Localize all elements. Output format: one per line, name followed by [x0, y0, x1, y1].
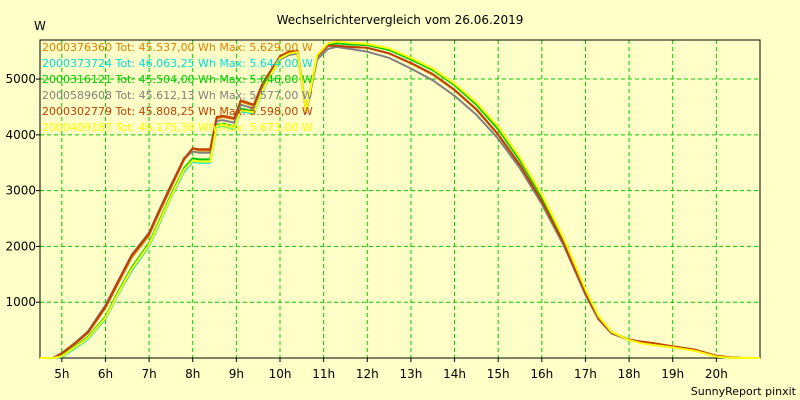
legend: 2000376360 Tot: 45.537,00 Wh Max: 5.629,… [42, 41, 313, 134]
x-tick-label: 8h [185, 367, 200, 381]
axis-layer: 5h 6h 7h 8h 9h 10h 11h 12h 13h 14h 15h 16h 17h 18h 19h… [5, 39, 761, 381]
x-tick-label: 6h [98, 367, 113, 381]
legend-entry: 2000376360 Tot: 45.537,00 Wh Max: 5.629,… [42, 41, 313, 54]
legend-entry: 2000373724 Tot: 46.063,25 Wh Max: 5.644,… [42, 57, 313, 70]
x-tick-label: 10h [269, 367, 292, 381]
y-tick-label: 1000 [5, 295, 36, 309]
legend-entry: 2000409187 Tot: 46.175,38 Wh Max: 5.673,… [42, 121, 313, 134]
x-tick-label: 12h [356, 367, 379, 381]
x-tick-label: 15h [487, 367, 510, 381]
legend-entry: 2000316121 Tot: 45.504,00 Wh Max: 5.646,… [42, 73, 313, 86]
legend-entry: 2000589608 Tot: 45.612,13 Wh Max: 5.577,… [42, 89, 313, 102]
x-tick-label: 13h [399, 367, 422, 381]
x-tick-label: 19h [661, 367, 684, 381]
series-line-6 [40, 40, 760, 359]
y-tick-label: 2000 [5, 239, 36, 253]
x-tick-label: 9h [229, 367, 244, 381]
x-tick-label: 20h [705, 367, 728, 381]
y-axis-label: W [34, 19, 46, 33]
x-tick-label: 11h [312, 367, 335, 381]
series-layer [40, 40, 760, 359]
y-tick-label: 5000 [5, 72, 36, 86]
grid-layer [40, 40, 760, 358]
x-tick-label: 17h [574, 367, 597, 381]
x-tick-label: 16h [530, 367, 553, 381]
y-tick-label: 4000 [5, 128, 36, 142]
x-tick-label: 18h [618, 367, 641, 381]
x-tick-label: 14h [443, 367, 466, 381]
x-tick-label: 5h [54, 367, 69, 381]
footer-text: SunnyReport pinxit [691, 385, 797, 398]
y-tick-label: 3000 [5, 184, 36, 198]
chart-title: Wechselrichtervergleich vom 26.06.2019 [277, 13, 524, 27]
plot-frame [39, 39, 761, 359]
legend-entry: 2000302779 Tot: 45.808,25 Wh Max: 5.598,… [42, 105, 313, 118]
x-tick-label: 7h [141, 367, 156, 381]
